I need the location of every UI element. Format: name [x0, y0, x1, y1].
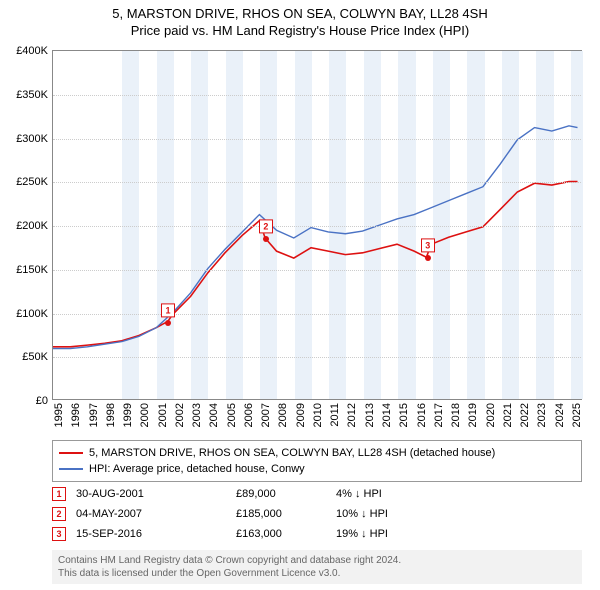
legend-label-red: 5, MARSTON DRIVE, RHOS ON SEA, COLWYN BA…	[89, 447, 495, 459]
ytick-label: £50K	[22, 351, 53, 363]
xtick-label: 2002	[174, 403, 186, 427]
events-table: 1 30-AUG-2001 £89,000 4% ↓ HPI 2 04-MAY-…	[52, 484, 582, 544]
footer-attribution: Contains HM Land Registry data © Crown c…	[52, 550, 582, 584]
chart-lines-svg	[53, 51, 581, 399]
xtick-label: 2024	[554, 403, 566, 427]
title-line2: Price paid vs. HM Land Registry's House …	[0, 23, 600, 38]
xtick-label: 2021	[502, 403, 514, 427]
event-date-1: 30-AUG-2001	[76, 488, 226, 500]
ytick-label: £150K	[16, 264, 53, 276]
xtick-label: 2007	[260, 403, 272, 427]
series-line-red	[53, 182, 578, 347]
xtick-label: 2017	[433, 403, 445, 427]
title-line1: 5, MARSTON DRIVE, RHOS ON SEA, COLWYN BA…	[0, 6, 600, 21]
xtick-label: 2020	[485, 403, 497, 427]
ytick-label: £300K	[16, 133, 53, 145]
legend-label-blue: HPI: Average price, detached house, Conw…	[89, 463, 305, 475]
event-marker-1: 1	[52, 487, 66, 501]
xtick-label: 2012	[346, 403, 358, 427]
event-dot-1	[165, 320, 171, 326]
xtick-label: 2004	[208, 403, 220, 427]
event-delta-2: 10% ↓ HPI	[336, 508, 456, 520]
gridline-y	[53, 139, 581, 140]
event-marker-chart-3: 3	[421, 239, 435, 253]
event-dot-3	[425, 255, 431, 261]
event-marker-3: 3	[52, 527, 66, 541]
legend-swatch-blue	[59, 468, 83, 470]
xtick-label: 1997	[88, 403, 100, 427]
event-price-1: £89,000	[236, 488, 326, 500]
xtick-label: 2015	[398, 403, 410, 427]
xtick-label: 2009	[295, 403, 307, 427]
series-line-blue	[53, 126, 578, 349]
event-row-3: 3 15-SEP-2016 £163,000 19% ↓ HPI	[52, 524, 582, 544]
xtick-label: 2014	[381, 403, 393, 427]
gridline-y	[53, 226, 581, 227]
ytick-label: £400K	[16, 45, 53, 57]
xtick-label: 2018	[450, 403, 462, 427]
xtick-label: 2019	[467, 403, 479, 427]
xtick-label: 2006	[243, 403, 255, 427]
xtick-label: 2016	[416, 403, 428, 427]
event-marker-chart-2: 2	[259, 220, 273, 234]
xtick-label: 2008	[277, 403, 289, 427]
ytick-label: £250K	[16, 176, 53, 188]
xtick-label: 2005	[226, 403, 238, 427]
xtick-label: 1996	[70, 403, 82, 427]
legend-item-blue: HPI: Average price, detached house, Conw…	[59, 461, 575, 477]
xtick-label: 1999	[122, 403, 134, 427]
footer-line2: This data is licensed under the Open Gov…	[58, 567, 576, 580]
gridline-y	[53, 270, 581, 271]
xtick-label: 2003	[191, 403, 203, 427]
event-date-3: 15-SEP-2016	[76, 528, 226, 540]
event-marker-chart-1: 1	[161, 304, 175, 318]
xtick-label: 2022	[519, 403, 531, 427]
gridline-y	[53, 357, 581, 358]
event-dot-2	[263, 236, 269, 242]
footer-line1: Contains HM Land Registry data © Crown c…	[58, 554, 576, 567]
legend-box: 5, MARSTON DRIVE, RHOS ON SEA, COLWYN BA…	[52, 440, 582, 482]
event-delta-3: 19% ↓ HPI	[336, 528, 456, 540]
chart-title-block: 5, MARSTON DRIVE, RHOS ON SEA, COLWYN BA…	[0, 0, 600, 38]
xtick-label: 1998	[105, 403, 117, 427]
xtick-label: 2000	[139, 403, 151, 427]
legend-item-red: 5, MARSTON DRIVE, RHOS ON SEA, COLWYN BA…	[59, 445, 575, 461]
event-price-2: £185,000	[236, 508, 326, 520]
event-row-2: 2 04-MAY-2007 £185,000 10% ↓ HPI	[52, 504, 582, 524]
gridline-y	[53, 314, 581, 315]
ytick-label: £350K	[16, 89, 53, 101]
event-price-3: £163,000	[236, 528, 326, 540]
ytick-label: £200K	[16, 220, 53, 232]
legend-swatch-red	[59, 452, 83, 454]
event-marker-2: 2	[52, 507, 66, 521]
chart-plot-area: £0£50K£100K£150K£200K£250K£300K£350K£400…	[52, 50, 582, 400]
event-row-1: 1 30-AUG-2001 £89,000 4% ↓ HPI	[52, 484, 582, 504]
xtick-label: 2001	[157, 403, 169, 427]
event-date-2: 04-MAY-2007	[76, 508, 226, 520]
xtick-label: 2023	[536, 403, 548, 427]
gridline-y	[53, 182, 581, 183]
event-delta-1: 4% ↓ HPI	[336, 488, 456, 500]
xtick-label: 2010	[312, 403, 324, 427]
gridline-y	[53, 95, 581, 96]
xtick-label: 1995	[53, 403, 65, 427]
ytick-label: £100K	[16, 308, 53, 320]
ytick-label: £0	[36, 395, 53, 407]
xtick-label: 2025	[571, 403, 583, 427]
xtick-label: 2013	[364, 403, 376, 427]
xtick-label: 2011	[329, 403, 341, 427]
